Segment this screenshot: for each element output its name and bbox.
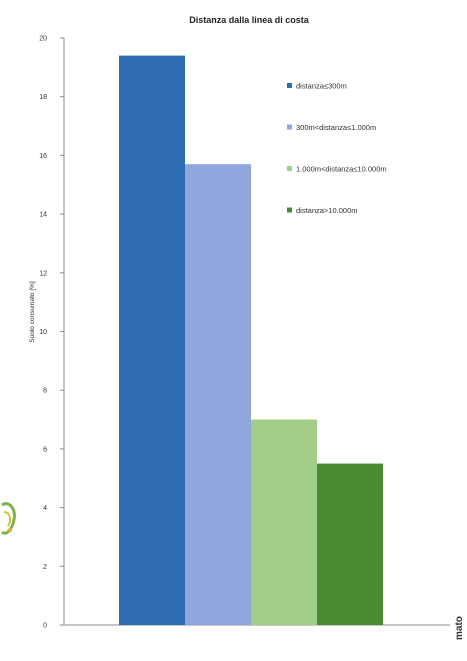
bar [185,164,251,625]
cropped-edge-label: mato [454,616,465,640]
y-tick-label: 12 [39,270,47,277]
bar [251,419,317,625]
y-tick-label: 18 [39,94,47,101]
y-tick-label: 8 [43,388,47,395]
legend-label: 1.000m<distanza≤10.000m [296,165,387,174]
y-tick-label: 14 [39,212,47,219]
y-tick-label: 20 [39,36,47,43]
legend-swatch [287,166,292,171]
y-tick-label: 6 [43,446,47,453]
legend-label: 300m<distanza≤1.000m [296,123,376,132]
bars-group [119,55,383,626]
legend-swatch [287,124,292,130]
chart-title: Distanza dalla linea di costa [189,15,310,25]
bar [119,55,185,626]
map-fragment-decoration [0,502,16,535]
legend-swatch [287,207,292,213]
y-tick-label: 10 [39,329,47,336]
y-tick-label: 2 [43,564,47,571]
legend-label: distanza>10.000m [296,206,358,215]
y-tick-label: 16 [39,153,47,160]
y-tick-label: 0 [43,623,47,630]
y-axis-label: Suolo consumato [%] [29,281,36,343]
bar [317,463,383,625]
legend: distanza≤300m 300m<distanza≤1.000m 1.000m<… [287,82,387,215]
y-tick-label: 4 [43,505,47,512]
y-axis-ticks: 0 2 4 6 8 10 12 14 16 18 20 [39,36,64,630]
legend-label: distanza≤300m [296,82,347,91]
legend-swatch [287,83,292,88]
